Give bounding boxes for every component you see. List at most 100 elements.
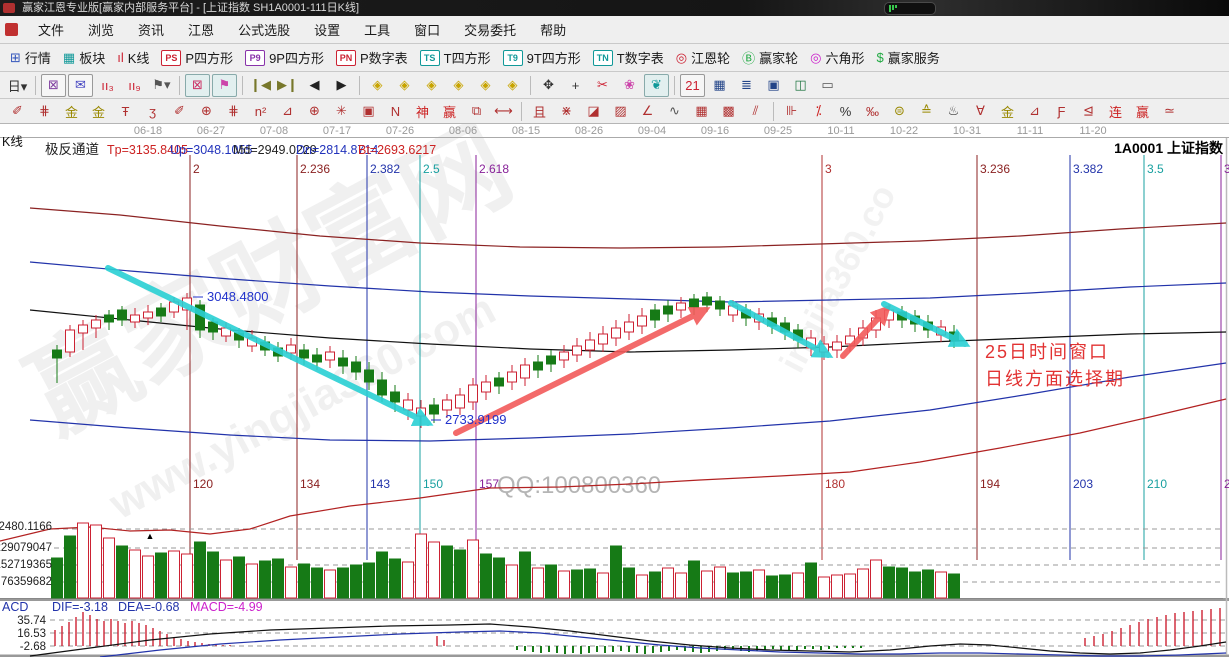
menu-item-1[interactable]: 浏览: [88, 23, 115, 38]
last-bar-icon[interactable]: ▶❙: [277, 77, 298, 92]
volume-bar: [233, 556, 245, 599]
first-bar-icon[interactable]: ❙◀: [250, 77, 271, 92]
sectors-label: 板块: [79, 51, 106, 66]
toolbar-button-gann-wheel[interactable]: ◎ 江恩轮: [676, 48, 730, 67]
draw-shen-icon[interactable]: 神: [415, 104, 429, 120]
gann-diamond-h-icon[interactable]: ◈: [426, 77, 437, 92]
toolbar-button-quotes[interactable]: ⊞ 行情: [10, 48, 51, 67]
draw-box-fan-icon[interactable]: ◪: [587, 103, 600, 118]
gann-diamond-all-icon[interactable]: ◈: [507, 77, 518, 92]
draw-gold-comb-2-icon[interactable]: 金: [91, 104, 105, 120]
draw-box-grid-icon[interactable]: ▨: [614, 103, 627, 118]
export-data-icon[interactable]: ◫: [794, 77, 807, 92]
gann-diamond-v-icon[interactable]: ◈: [480, 77, 491, 92]
calendar-icon[interactable]: 21: [680, 73, 705, 97]
menu-item-8[interactable]: 交易委托: [464, 23, 517, 38]
notes-icon[interactable]: ≣: [741, 77, 752, 92]
draw-lian-angle-icon[interactable]: 连: [1108, 104, 1122, 120]
pan-hand-icon[interactable]: ✥: [543, 77, 554, 92]
toolbar-button-t-square[interactable]: TS T四方形: [419, 48, 491, 67]
draw-hatch-icon[interactable]: ⫽: [752, 103, 759, 118]
order-delivery-icon[interactable]: ▭: [821, 77, 834, 92]
draw-n-wave-icon[interactable]: Ν: [390, 103, 401, 119]
toolbar-button-hexagon[interactable]: ◎ 六角形: [810, 48, 864, 67]
draw-candle-flame-icon[interactable]: ♨: [947, 103, 960, 118]
toolbar-button-sectors[interactable]: ▦ 板块: [63, 48, 105, 67]
draw-h-span-icon[interactable]: ⟷: [494, 103, 513, 118]
draw-percent-7-icon[interactable]: ⁒: [815, 103, 822, 118]
toolbar-button-p-number-table[interactable]: PN P数字表: [335, 48, 408, 67]
draw-wave-pair-icon[interactable]: ≃: [1164, 103, 1175, 118]
flag-menu-icon[interactable]: ⚑▾: [152, 77, 171, 92]
draw-f-angle-icon[interactable]: Ƒ: [1057, 103, 1066, 119]
draw-n-square-icon[interactable]: n²: [254, 103, 267, 119]
draw-ray-fan-icon[interactable]: ⋇: [561, 103, 572, 118]
menu-item-3[interactable]: 江恩: [188, 23, 215, 38]
draw-square-target-icon[interactable]: ▣: [362, 103, 375, 118]
volume-bar: [493, 557, 505, 599]
zigzag-tool-icon[interactable]: ⊠: [185, 73, 210, 97]
period-selector-icon[interactable]: 日▾: [7, 78, 28, 94]
draw-zigzag-icon[interactable]: ∿: [669, 103, 680, 118]
brain-tool-icon[interactable]: ❦: [644, 73, 669, 97]
draw-grid-comb-icon[interactable]: ⋕: [39, 103, 50, 118]
prev-bar-icon[interactable]: ◀: [309, 77, 320, 92]
draw-gold-underline-icon[interactable]: 金: [1000, 104, 1014, 120]
draw-grid-123-icon[interactable]: ⧉: [471, 103, 482, 118]
gann-diamond-x-icon[interactable]: ◈: [453, 77, 464, 92]
next-bar-icon[interactable]: ▶: [336, 77, 347, 92]
calculator-icon[interactable]: ▦: [713, 77, 726, 92]
toolbar-button-t-number-table[interactable]: TN T数字表: [592, 48, 664, 67]
bars-3-icon[interactable]: ıı₃: [101, 77, 114, 93]
menu-item-9[interactable]: 帮助: [540, 23, 567, 38]
draw-permille-icon[interactable]: ‰: [866, 103, 879, 119]
color-flag-icon[interactable]: ⚑: [212, 73, 237, 97]
menu-item-5[interactable]: 设置: [314, 23, 341, 38]
draw-angle-rays-icon[interactable]: ∠: [641, 103, 654, 118]
draw-gold-angle-icon[interactable]: ⊴: [1083, 103, 1094, 118]
pattern-select-icon[interactable]: ⊠: [41, 73, 66, 97]
draw-star-target-icon[interactable]: ✳: [336, 103, 347, 118]
menu-item-2[interactable]: 资讯: [138, 23, 165, 38]
draw-a-wave-icon[interactable]: ∀: [976, 103, 985, 118]
draw-percent-icon[interactable]: %: [839, 103, 852, 119]
gann-flower-icon[interactable]: ❀: [624, 77, 635, 92]
bars-9-icon[interactable]: ıı₉: [128, 77, 141, 93]
draw-marker-icon[interactable]: ✐: [174, 103, 185, 118]
draw-comb-dense-icon[interactable]: ⋕: [228, 103, 239, 118]
draw-square-grid-dense-icon[interactable]: ▩: [722, 103, 735, 118]
toolbar-button-t9-square[interactable]: T9 9T四方形: [502, 48, 581, 67]
info-note-icon[interactable]: ✉: [68, 73, 93, 97]
angle-measure-icon[interactable]: ✂: [597, 77, 608, 92]
crosshair-icon[interactable]: +: [571, 77, 580, 93]
menu-item-0[interactable]: 文件: [38, 23, 65, 38]
draw-spiral-icon[interactable]: ʒ: [148, 103, 157, 119]
draw-square-grid-icon[interactable]: ▦: [695, 103, 708, 118]
draw-j-angle-icon[interactable]: ⊿: [1029, 103, 1040, 118]
menu-item-6[interactable]: 工具: [364, 23, 391, 38]
toolbar-button-p-square[interactable]: PS P四方形: [161, 48, 233, 67]
draw-gold-circle-icon[interactable]: ⊜: [894, 103, 905, 118]
draw-gold-comb-1-icon[interactable]: 金: [64, 104, 78, 120]
draw-bars-scale-icon[interactable]: ⊪: [785, 103, 798, 118]
draw-angle-fan-icon[interactable]: ⊿: [282, 103, 293, 118]
draw-compass-circle-icon[interactable]: ⊕: [201, 103, 212, 118]
draw-ying-icon[interactable]: 赢: [442, 104, 456, 120]
menu-item-4[interactable]: 公式选股: [238, 23, 291, 38]
gann-diamond-right-icon[interactable]: ◈: [399, 77, 410, 92]
toolbar-button-kline[interactable]: ıl K线: [117, 48, 149, 67]
draw-pencil-icon[interactable]: ✐: [12, 103, 23, 118]
save-icon[interactable]: ▣: [767, 77, 780, 92]
toolbar-button-winner-service[interactable]: $ 赢家服务: [876, 48, 939, 67]
toolbar-button-p9-square[interactable]: P9 9P四方形: [245, 48, 324, 67]
draw-circle-target-icon[interactable]: ⊕: [309, 103, 320, 118]
gann-diamond-left-icon[interactable]: ◈: [372, 77, 383, 92]
menu-item-7[interactable]: 窗口: [414, 23, 441, 38]
volume-bar: [636, 574, 648, 599]
draw-ying-angle-icon[interactable]: 赢: [1135, 104, 1149, 120]
toolbar-button-winner-wheel[interactable]: Ⓑ 赢家轮: [742, 48, 798, 67]
draw-f-comb-icon[interactable]: Ŧ: [121, 103, 130, 119]
draw-gann-box-icon[interactable]: 且: [532, 104, 546, 120]
candlestick: [702, 296, 712, 306]
draw-gold-line-icon[interactable]: ≙: [921, 103, 932, 118]
